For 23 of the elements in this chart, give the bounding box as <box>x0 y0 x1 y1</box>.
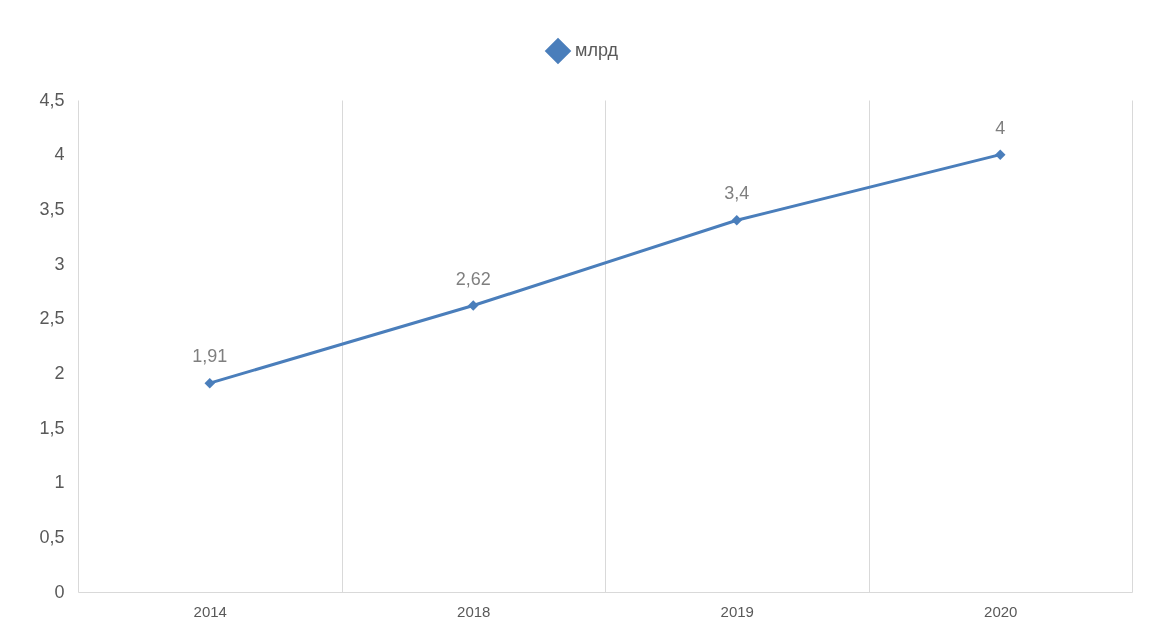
point <box>995 149 1006 160</box>
y-tick-label: 4,5 <box>39 89 65 110</box>
data-label: 2,62 <box>455 268 491 289</box>
y-tick-label: 3,5 <box>39 198 65 219</box>
x-tick-label: 2019 <box>720 602 754 620</box>
y-tick-label: 2 <box>54 362 65 383</box>
point <box>731 215 742 226</box>
y-tick-label: 4 <box>54 144 65 165</box>
x-tick-label: 2014 <box>193 602 227 620</box>
data-label: 1,91 <box>192 346 228 367</box>
x-tick-label: 2018 <box>457 602 491 620</box>
x-tick-label: 2020 <box>984 602 1018 620</box>
y-tick-label: 1 <box>54 472 65 493</box>
y-tick-label: 2,5 <box>39 308 65 329</box>
y-tick-label: 1,5 <box>39 417 65 438</box>
point <box>468 300 479 311</box>
legend-label: млрд <box>575 40 619 60</box>
point <box>204 377 215 389</box>
y-tick-label: 3 <box>54 253 65 274</box>
y-tick-label: 0 <box>54 581 65 602</box>
data-label: 4 <box>995 117 1006 138</box>
data-label: 3,4 <box>724 183 750 204</box>
y-tick-label: 0,5 <box>39 526 65 547</box>
